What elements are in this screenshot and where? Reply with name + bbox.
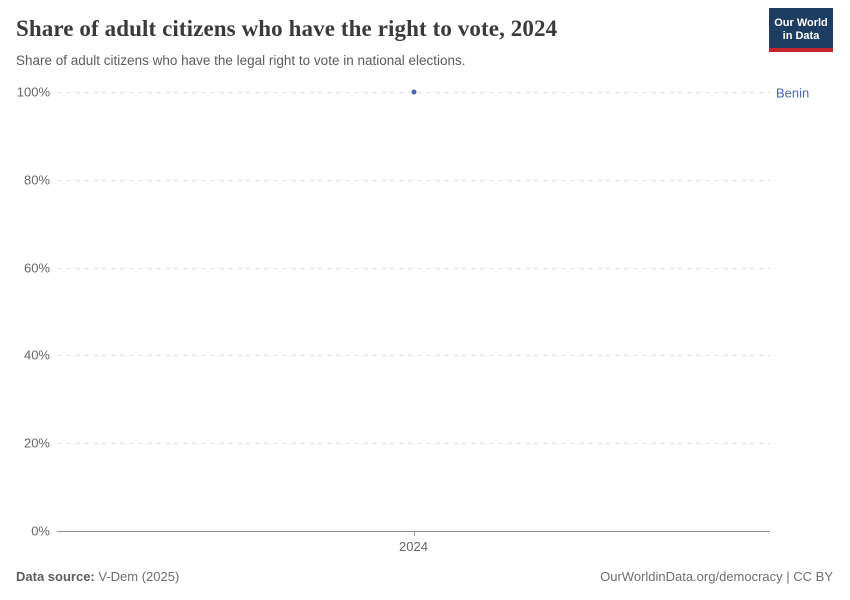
owid-logo[interactable]: Our World in Data: [769, 8, 833, 52]
y-axis-tick-label: 60%: [23, 260, 50, 276]
gridline: [57, 355, 770, 357]
data-source-value: V-Dem (2025): [94, 569, 180, 584]
data-source: Data source: V-Dem (2025): [16, 569, 179, 584]
gridline: [57, 443, 770, 445]
series-label[interactable]: Benin: [776, 85, 810, 101]
y-axis-tick-label: 0%: [31, 523, 50, 539]
y-axis-tick-label: 100%: [16, 84, 50, 100]
owid-logo-line2: in Data: [782, 30, 820, 42]
x-axis-tick-label: 2024: [399, 539, 428, 554]
owid-logo-red-bar: [769, 48, 833, 52]
chart-title: Share of adult citizens who have the rig…: [16, 16, 558, 41]
chart-subtitle: Share of adult citizens who have the leg…: [16, 53, 466, 68]
data-source-label: Data source:: [16, 569, 95, 584]
owid-logo-line1: Our World: [774, 17, 828, 29]
gridline: [57, 179, 770, 181]
credit-link[interactable]: OurWorldinData.org/democracy | CC BY: [600, 569, 833, 584]
y-axis-tick-label: 40%: [23, 347, 50, 363]
x-axis-tick-mark: [413, 531, 415, 536]
y-axis-tick-label: 80%: [23, 172, 50, 188]
y-axis-tick-label: 20%: [23, 435, 50, 451]
gridline: [57, 267, 770, 269]
chart-footer: Data source: V-Dem (2025) OurWorldinData…: [16, 569, 833, 584]
data-point[interactable]: [411, 89, 416, 95]
